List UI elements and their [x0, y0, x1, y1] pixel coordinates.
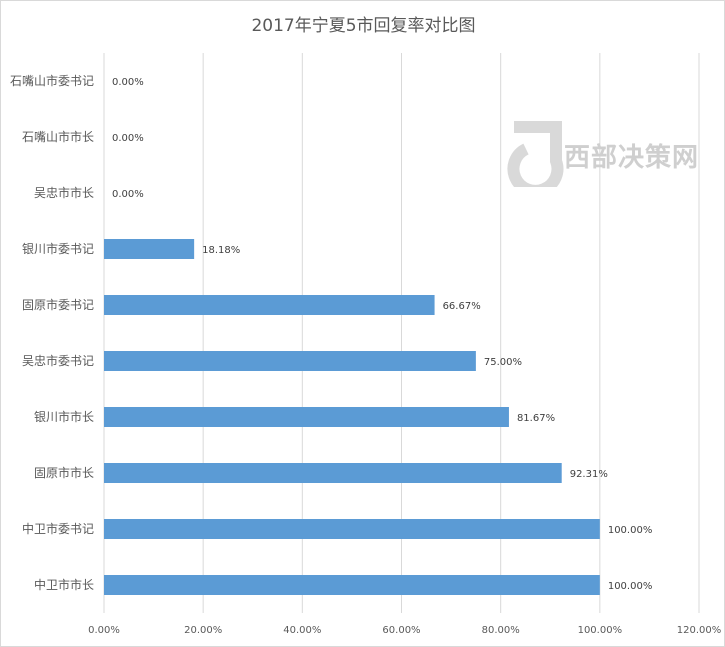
data-label: 0.00% [112, 133, 144, 144]
data-label: 92.31% [570, 469, 608, 480]
category-label: 石嘴山市委书记 [10, 73, 94, 88]
category-label: 银川市委书记 [22, 241, 94, 256]
category-label: 吴忠市市长 [34, 185, 94, 200]
category-label: 中卫市市长 [34, 577, 94, 592]
x-tick-label: 0.00% [88, 625, 120, 636]
category-label: 固原市市长 [34, 465, 94, 480]
watermark-logo [507, 121, 564, 187]
data-label: 100.00% [608, 581, 653, 592]
category-label: 银川市市长 [34, 409, 94, 424]
watermark-text: 西部决策网 [564, 143, 700, 173]
bar [104, 407, 509, 427]
bar [104, 575, 600, 595]
x-tick-label: 120.00% [677, 625, 722, 636]
chart-title: 2017年宁夏5市回复率对比图 [251, 16, 476, 36]
x-tick-label: 20.00% [184, 625, 222, 636]
x-tick-label: 60.00% [382, 625, 420, 636]
category-label: 固原市委书记 [22, 297, 94, 312]
category-label: 石嘴山市市长 [22, 129, 94, 144]
data-label: 75.00% [484, 357, 522, 368]
bar [104, 463, 562, 483]
data-label: 100.00% [608, 525, 653, 536]
x-tick-label: 100.00% [578, 625, 623, 636]
bar [104, 519, 600, 539]
x-tick-label: 80.00% [482, 625, 520, 636]
category-label: 中卫市委书记 [22, 521, 94, 536]
bar [104, 239, 195, 259]
data-label: 18.18% [202, 245, 240, 256]
bar [104, 351, 476, 371]
data-label: 0.00% [112, 189, 144, 200]
category-label: 吴忠市委书记 [22, 353, 94, 368]
x-tick-label: 40.00% [283, 625, 321, 636]
data-label: 66.67% [443, 301, 481, 312]
data-label: 81.67% [517, 413, 555, 424]
bar [104, 295, 435, 315]
data-label: 0.00% [112, 77, 144, 88]
